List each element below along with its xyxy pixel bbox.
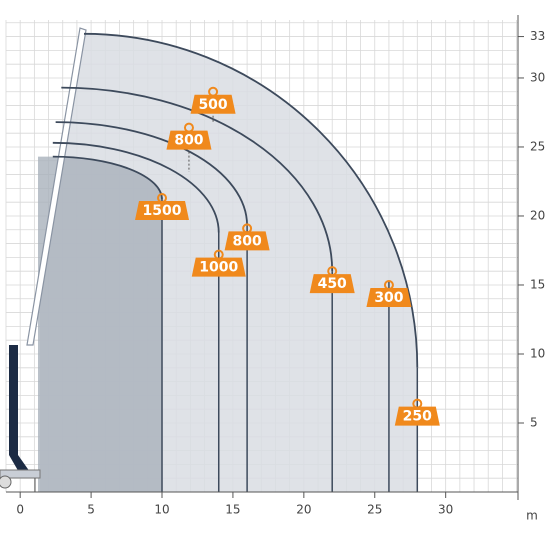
- inner-area: [38, 156, 163, 492]
- wheel: [0, 475, 12, 489]
- load-curve: [52, 155, 163, 200]
- x-tick-label: 10: [154, 503, 169, 517]
- base: [0, 469, 41, 479]
- y-tick-label: 33: [530, 29, 545, 43]
- boom: [26, 27, 87, 346]
- tag-label: 250: [403, 409, 432, 425]
- column-foot: [9, 455, 30, 474]
- x-tick-label: 20: [296, 503, 311, 517]
- tag-label: 500: [198, 97, 227, 113]
- x-tick-label: 0: [16, 503, 24, 517]
- tag: [224, 231, 270, 251]
- background: [5, 20, 518, 493]
- y-tick-label: 30: [530, 70, 545, 84]
- column: [9, 345, 18, 455]
- load-curve: [55, 121, 249, 226]
- load-curve: [84, 32, 419, 368]
- crane: [0, 27, 87, 492]
- x-tick-label: 25: [367, 503, 382, 517]
- y-tick-label: 20: [530, 208, 545, 222]
- tag: [166, 130, 212, 150]
- tag: [394, 406, 440, 426]
- tag-label: 800: [174, 133, 203, 149]
- y-tick-label: 5: [530, 415, 538, 429]
- tag-label: 1000: [199, 260, 238, 276]
- y-tick-label: 15: [530, 277, 545, 291]
- x-tick-label: 30: [438, 503, 453, 517]
- x-unit: m: [526, 509, 538, 523]
- tag-label: 300: [374, 290, 403, 306]
- tag-label: 800: [232, 233, 261, 249]
- foreground: 0 5 10 15 20 25 30 5 10 15 20 25 30 33 m 500 800 1500 1000…: [6, 15, 545, 523]
- tag-label: 450: [318, 276, 347, 292]
- x-tick-label: 15: [225, 503, 240, 517]
- y-tick-label: 10: [530, 346, 545, 360]
- tag: [191, 257, 246, 277]
- tag: [135, 201, 190, 221]
- load-curve: [52, 141, 220, 233]
- tag: [190, 94, 236, 114]
- y-tick-label: 25: [530, 139, 545, 153]
- tag: [366, 287, 412, 307]
- tag-label: 1500: [143, 203, 182, 219]
- x-tick-label: 5: [87, 503, 95, 517]
- tag: [309, 274, 355, 294]
- load-curve: [61, 86, 334, 272]
